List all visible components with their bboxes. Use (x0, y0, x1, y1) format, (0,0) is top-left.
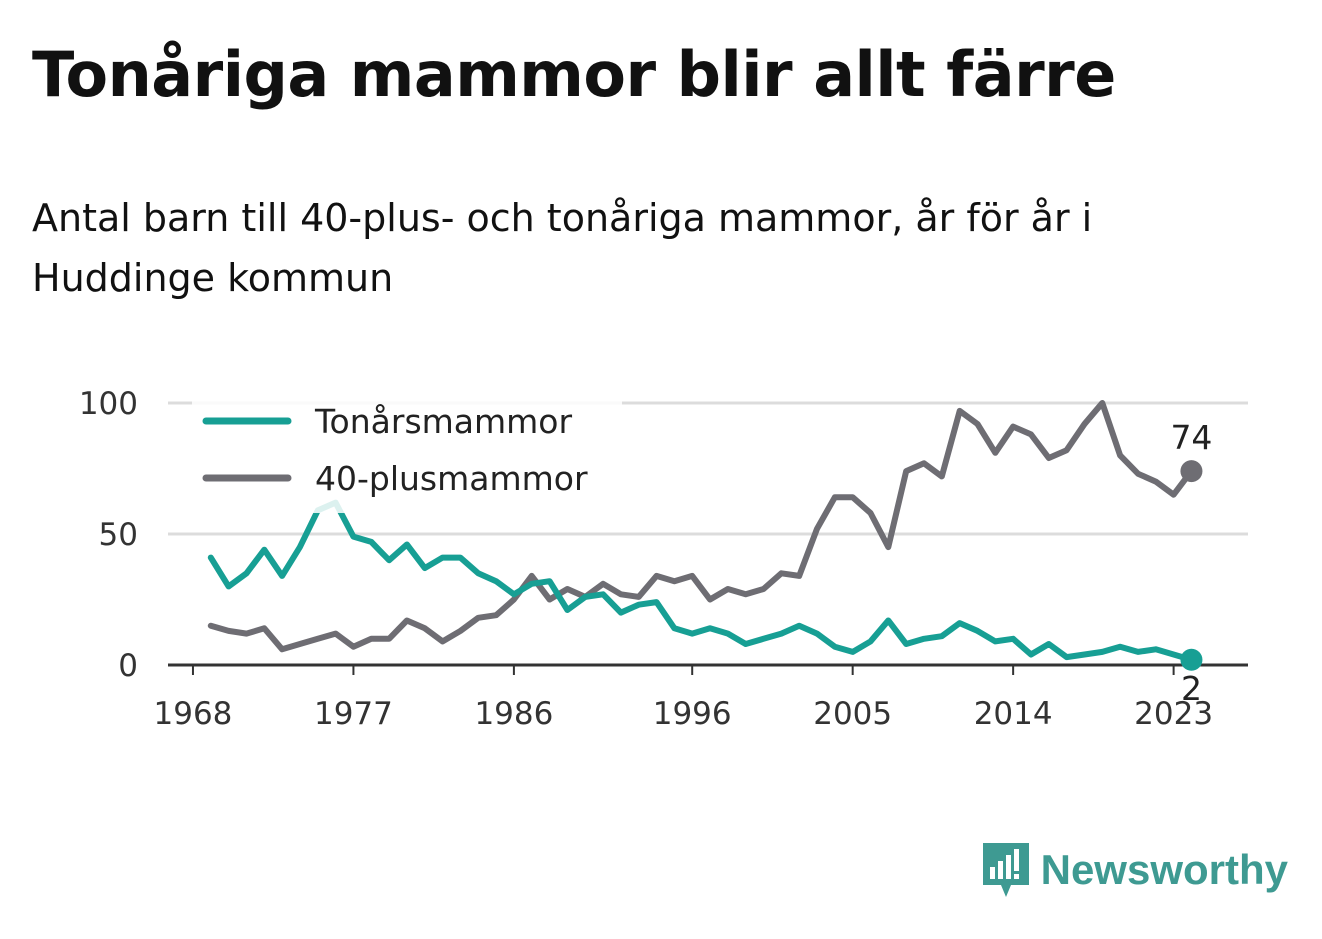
x-tick-label: 1986 (474, 696, 553, 732)
x-axis-ticks: 1968 1977 1986 1996 2005 2014 2023 (154, 665, 1213, 732)
brand-name: Newsworthy (1040, 846, 1288, 893)
x-tick-label: 2023 (1134, 696, 1213, 732)
series-line-tonarsmammor (207, 499, 1195, 663)
series-lines (207, 400, 1195, 663)
newsworthy-logo: Newsworthy (981, 841, 1288, 899)
legend-background (192, 398, 622, 513)
y-tick-label: 100 (79, 386, 138, 422)
end-markers: 2 74 (1170, 418, 1212, 708)
x-tick-label: 2005 (813, 696, 892, 732)
x-tick-label: 1977 (314, 696, 393, 732)
end-value-label: 74 (1170, 418, 1212, 457)
end-value-label: 2 (1181, 669, 1202, 708)
end-point-marker (1180, 648, 1203, 671)
chart-title: Tonåriga mammor blir allt färre (32, 38, 1116, 111)
end-point-marker (1180, 460, 1203, 483)
legend-label: Tonårsmammor (314, 402, 572, 441)
y-axis-ticks: 0 50 100 (79, 386, 138, 684)
x-tick-label: 1996 (653, 696, 732, 732)
newsworthy-logo-icon (982, 843, 1029, 897)
y-tick-label: 50 (99, 517, 138, 553)
chart-subtitle: Antal barn till 40-plus- och tonåriga ma… (32, 196, 1093, 300)
legend: Tonårsmammor 40-plusmammor (192, 398, 622, 513)
x-tick-label: 1968 (154, 696, 233, 732)
y-tick-label: 0 (118, 648, 138, 684)
x-tick-label: 2014 (974, 696, 1053, 732)
series-line-40-plusmammor (207, 400, 1195, 653)
legend-label: 40-plusmammor (315, 459, 588, 498)
